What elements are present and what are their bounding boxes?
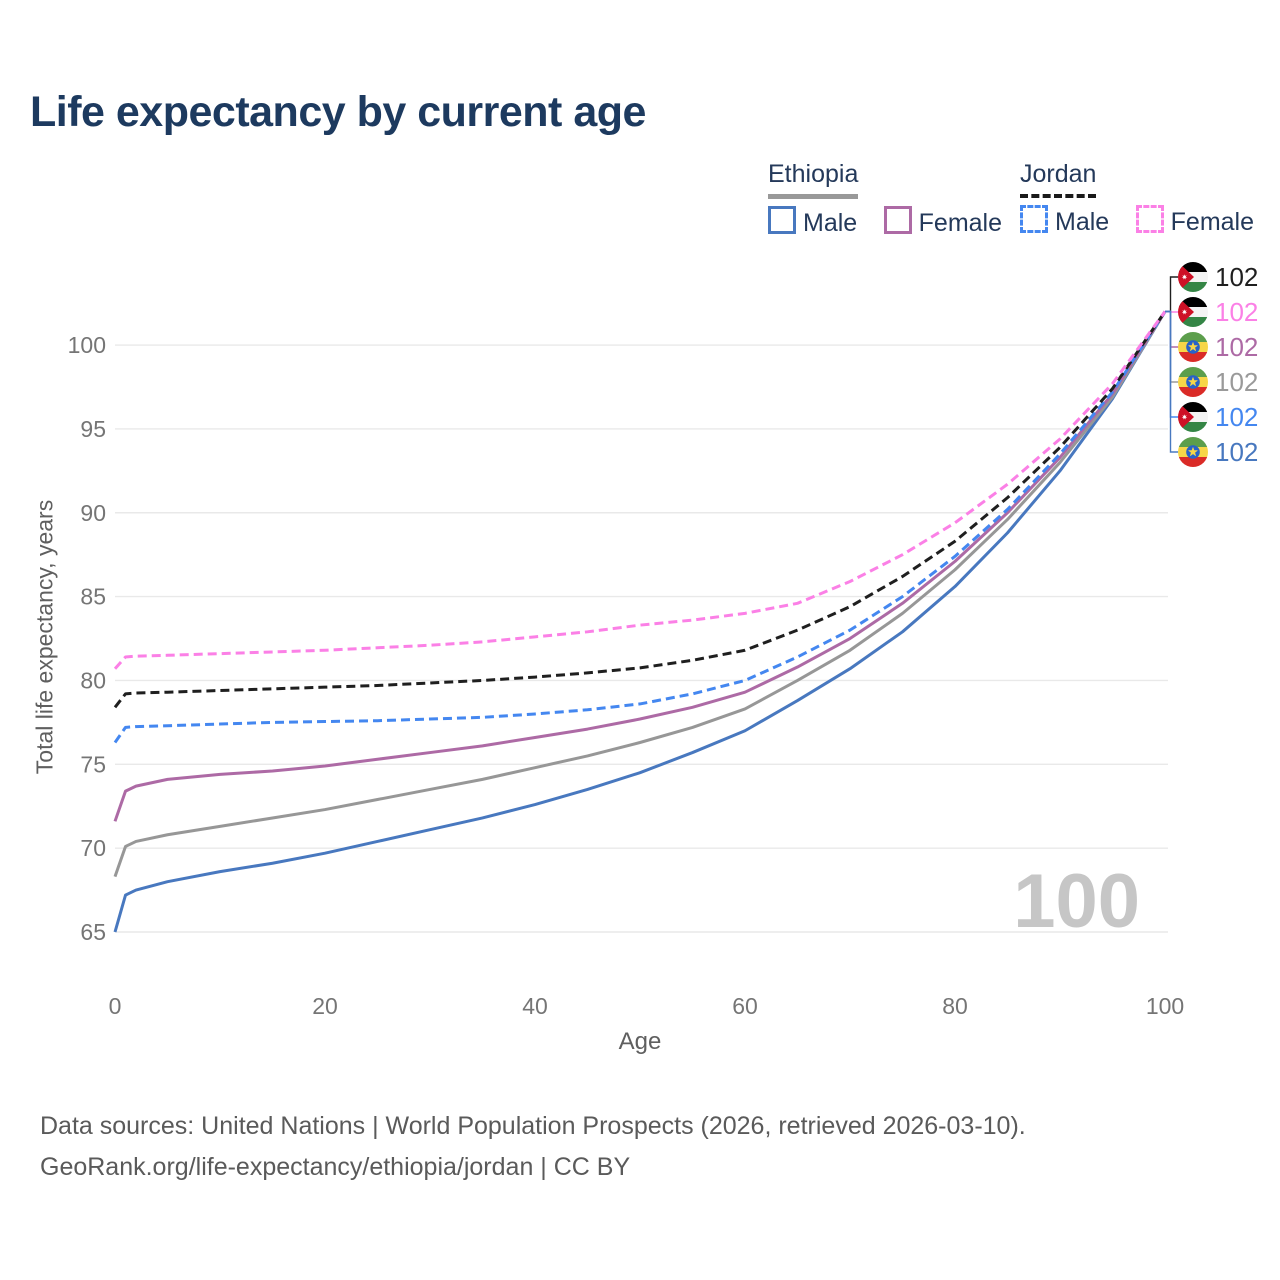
legend-item-ethiopia-male: Male xyxy=(768,206,857,238)
x-tick-label: 20 xyxy=(312,993,338,1019)
series-line-ethiopia-both-sexes xyxy=(113,310,1167,878)
y-tick-label: 90 xyxy=(80,500,106,526)
age-counter-watermark: 100 xyxy=(1013,859,1140,944)
end-value-row: 102 xyxy=(1178,332,1258,362)
legend-swatch-jordan-female xyxy=(1135,205,1164,233)
ethiopia-flag-icon xyxy=(1178,332,1208,362)
ethiopia-flag-icon xyxy=(1178,437,1208,467)
end-value-row: 102 xyxy=(1178,402,1258,432)
legend-items-ethiopia: Male Female xyxy=(768,206,1024,238)
legend: Ethiopia Male Female Jordan Male Female xyxy=(768,160,1268,240)
end-label-connector xyxy=(1165,310,1179,418)
x-tick-label: 100 xyxy=(1146,993,1184,1019)
y-axis-title: Total life expectancy, years xyxy=(31,499,58,775)
chart-title: Life expectancy by current age xyxy=(30,88,646,136)
legend-swatch-ethiopia-female xyxy=(883,206,912,234)
series-line-jordan-male xyxy=(113,310,1167,744)
end-value-row: 102 xyxy=(1178,262,1258,292)
end-value-row: 102 xyxy=(1178,437,1258,467)
end-value: 102 xyxy=(1215,437,1259,467)
legend-items-jordan: Male Female xyxy=(1020,205,1276,237)
y-tick-label: 65 xyxy=(80,919,106,945)
legend-group-ethiopia: Ethiopia Male Female xyxy=(768,160,1024,238)
end-value-row: 102 xyxy=(1178,297,1258,327)
y-tick-label: 95 xyxy=(80,416,106,442)
y-tick-label: 80 xyxy=(80,667,106,693)
legend-item-jordan-male: Male xyxy=(1020,205,1109,237)
end-value-row: 102 xyxy=(1178,367,1258,397)
legend-group-title-jordan: Jordan xyxy=(1020,160,1097,198)
jordan-flag-icon xyxy=(1178,262,1208,292)
end-label-connector xyxy=(1165,310,1179,453)
series-line-jordan-female xyxy=(113,310,1167,670)
legend-item-label: Male xyxy=(1055,208,1110,236)
end-value: 102 xyxy=(1215,367,1259,397)
y-tick-label: 85 xyxy=(80,584,106,610)
legend-swatch-jordan-male xyxy=(1020,205,1048,233)
x-tick-label: 40 xyxy=(522,993,548,1019)
jordan-flag-icon xyxy=(1178,402,1208,432)
legend-group-title-ethiopia: Ethiopia xyxy=(768,160,859,199)
end-value: 102 xyxy=(1215,402,1259,432)
series-line-ethiopia-male xyxy=(113,310,1167,933)
legend-item-ethiopia-female: Female xyxy=(883,206,1003,238)
x-tick-label: 60 xyxy=(732,993,758,1019)
end-label-connector xyxy=(1165,276,1179,313)
series-line-ethiopia-female xyxy=(113,310,1167,822)
data-sources-line: Data sources: United Nations | World Pop… xyxy=(40,1112,1026,1140)
footer: Data sources: United Nations | World Pop… xyxy=(40,1106,1026,1187)
x-tick-label: 80 xyxy=(942,993,968,1019)
legend-group-jordan: Jordan Male Female xyxy=(1020,160,1276,237)
x-axis-title: Age xyxy=(618,1028,662,1055)
attribution-line: GeoRank.org/life-expectancy/ethiopia/jor… xyxy=(40,1152,631,1181)
y-tick-label: 100 xyxy=(68,332,106,358)
legend-item-label: Female xyxy=(918,209,1003,237)
series-line-jordan-both-sexes xyxy=(113,310,1167,709)
legend-item-jordan-female: Female xyxy=(1135,205,1255,237)
ethiopia-flag-icon xyxy=(1178,367,1208,397)
y-tick-label: 70 xyxy=(80,835,106,861)
end-value: 102 xyxy=(1215,262,1259,292)
jordan-flag-icon xyxy=(1178,297,1208,327)
y-tick-label: 75 xyxy=(80,751,106,777)
legend-swatch-ethiopia-male xyxy=(768,206,796,234)
legend-item-label: Male xyxy=(803,209,858,237)
end-value: 102 xyxy=(1215,332,1259,362)
x-tick-label: 0 xyxy=(109,993,122,1019)
legend-item-label: Female xyxy=(1170,208,1255,236)
end-value: 102 xyxy=(1215,297,1259,327)
end-label-connector xyxy=(1165,310,1179,348)
